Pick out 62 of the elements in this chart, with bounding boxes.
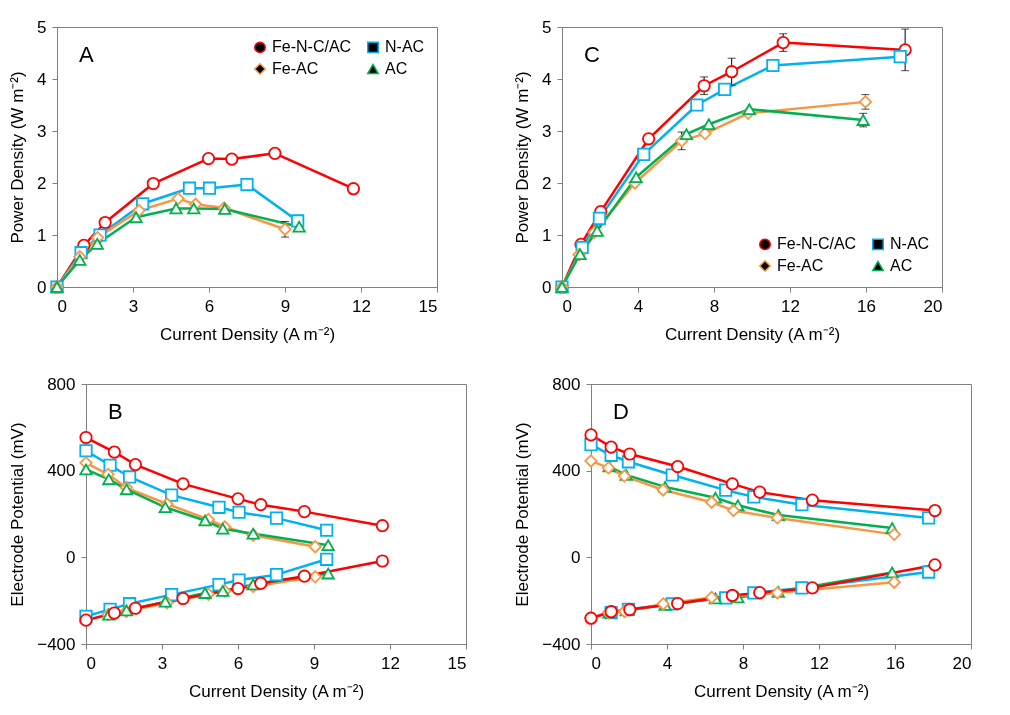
x-tick-label: 9	[280, 296, 291, 316]
y-tick-label: 4	[37, 69, 47, 89]
y-tick-label: 3	[542, 121, 552, 141]
annotation: D	[613, 399, 629, 424]
y-tick-label: 800	[47, 374, 76, 394]
x-axis-title: Current Density (A m⁻²)	[693, 681, 870, 701]
y-tick-label: −400	[542, 634, 581, 654]
x-tick-label: 0	[86, 653, 96, 673]
y-tick-label: 4	[542, 69, 552, 89]
legend-label: Fe-AC	[272, 60, 319, 77]
x-tick-label: 3	[128, 296, 139, 316]
x-tick-label: 4	[633, 296, 644, 316]
x-tick-label: 12	[810, 653, 829, 673]
y-tick-label: 0	[66, 547, 76, 567]
y-tick-label: 5	[542, 17, 552, 37]
x-tick-label: 4	[662, 653, 673, 673]
x-tick-label: 16	[857, 296, 876, 316]
annotation: C	[584, 42, 600, 67]
y-tick-label: 1	[37, 225, 47, 245]
legend-label: N-AC	[890, 235, 930, 253]
x-tick-label: 12	[381, 653, 400, 673]
x-tick-label: 15	[418, 296, 438, 316]
legend-label: Fe-AC	[777, 257, 824, 274]
x-tick-label: 6	[233, 653, 244, 673]
x-tick-label: 15	[447, 653, 467, 673]
y-axis-title: Electrode Potential (mV)	[8, 422, 28, 607]
legend-label: Fe-N-C/AC	[777, 235, 857, 253]
y-tick-label: 0	[571, 547, 581, 567]
y-tick-label: −400	[37, 634, 76, 654]
y-tick-label: 2	[542, 173, 552, 193]
annotation: A	[79, 42, 94, 67]
y-axis-title: Electrode Potential (mV)	[513, 422, 533, 607]
x-tick-label: 12	[781, 296, 800, 316]
y-tick-label: 0	[542, 277, 552, 297]
x-tick-label: 0	[591, 653, 601, 673]
x-axis-title: Current Density (A m⁻²)	[159, 324, 336, 344]
x-tick-label: 6	[204, 296, 215, 316]
x-tick-label: 20	[923, 296, 943, 316]
y-tick-label: 5	[37, 17, 47, 37]
x-axis-title: Current Density (A m⁻²)	[188, 681, 365, 701]
legend-label: AC	[890, 257, 913, 274]
x-axis-title: Current Density (A m⁻²)	[664, 324, 841, 344]
y-axis-title: Power Density (W m⁻²)	[513, 71, 533, 244]
y-tick-label: 0	[37, 277, 47, 297]
y-tick-label: 3	[37, 121, 47, 141]
x-tick-label: 3	[157, 653, 168, 673]
x-tick-label: 16	[886, 653, 905, 673]
x-tick-label: 8	[709, 296, 720, 316]
y-axis-title: Power Density (W m⁻²)	[8, 71, 28, 244]
y-tick-label: 400	[552, 461, 581, 481]
y-tick-label: 800	[552, 374, 581, 394]
x-tick-label: 9	[309, 653, 320, 673]
legend-label: N-AC	[385, 38, 425, 56]
x-tick-label: 8	[738, 653, 749, 673]
legend-label: AC	[385, 60, 408, 77]
x-tick-label: 12	[352, 296, 371, 316]
y-tick-label: 1	[542, 225, 552, 245]
annotation: B	[108, 399, 123, 424]
legend-label: Fe-N-C/AC	[272, 38, 352, 56]
y-tick-label: 400	[47, 461, 76, 481]
x-tick-label: 20	[952, 653, 972, 673]
y-tick-label: 2	[37, 173, 47, 193]
